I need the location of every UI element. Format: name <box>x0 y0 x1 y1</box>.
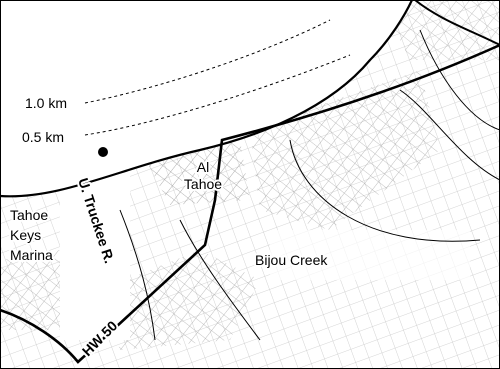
place-label: Bijou Creek <box>255 252 328 268</box>
place-label: Marina <box>10 247 53 263</box>
site-marker <box>98 147 108 157</box>
place-label: Keys <box>10 227 41 243</box>
place-label: Tahoe <box>10 207 48 223</box>
place-label: Al <box>197 159 209 175</box>
place-label: Tahoe <box>184 176 222 192</box>
contour-label: 1.0 km <box>25 95 67 111</box>
contour-label: 0.5 km <box>22 129 64 145</box>
